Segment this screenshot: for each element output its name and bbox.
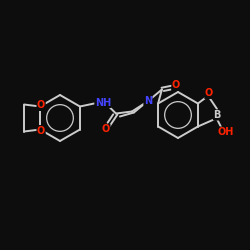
Text: OH: OH: [218, 127, 234, 137]
Text: O: O: [102, 124, 110, 134]
Text: O: O: [205, 88, 213, 99]
Text: NH: NH: [95, 98, 111, 108]
Text: N: N: [144, 96, 152, 106]
Text: O: O: [172, 80, 180, 90]
Text: O: O: [37, 126, 45, 136]
Text: O: O: [37, 100, 45, 110]
Text: B: B: [213, 110, 221, 120]
